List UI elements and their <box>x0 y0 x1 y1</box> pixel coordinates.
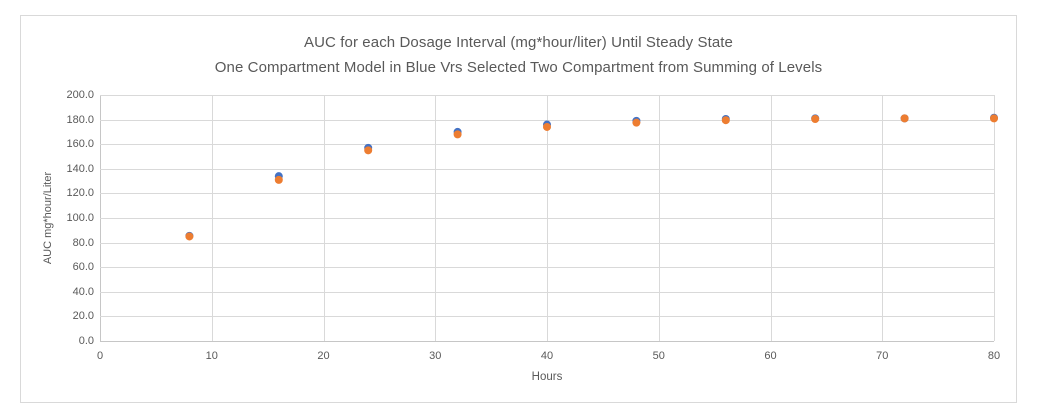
data-point-two-compartment-orange <box>453 130 462 139</box>
x-tick-label: 40 <box>540 350 554 362</box>
y-tick-label: 140.0 <box>66 162 94 175</box>
data-point-two-compartment-orange <box>364 146 373 155</box>
x-tick-label: 20 <box>317 350 330 362</box>
plot-area <box>100 95 998 342</box>
y-tick-label: 180.0 <box>66 113 94 126</box>
data-point-two-compartment-orange <box>811 114 820 123</box>
x-tick-label: 50 <box>652 350 665 362</box>
chart-title-line1: AUC for each Dosage Interval (mg*hour/li… <box>304 34 733 51</box>
y-tick-label: 0.0 <box>78 335 94 347</box>
y-tick-label: 100.0 <box>66 212 94 224</box>
chart-frame: AUC for each Dosage Interval (mg*hour/li… <box>20 15 1017 403</box>
data-point-two-compartment-orange <box>274 175 283 184</box>
data-point-two-compartment-orange <box>990 114 998 123</box>
x-tick-label: 60 <box>764 350 777 362</box>
y-tick-label: 160.0 <box>66 138 94 151</box>
x-axis-tick-labels: 0 10 20 30 40 50 60 70 80 <box>97 350 1000 364</box>
y-tick-label: 40.0 <box>72 285 94 298</box>
y-axis-tick-labels: 0.0 20.0 40.0 60.0 80.0 100.0 120.0 140.0 160.0 1… <box>21 89 94 347</box>
data-point-two-compartment-orange <box>721 116 730 125</box>
x-tick-label: 0 <box>96 350 104 362</box>
y-tick-label: 120.0 <box>66 187 94 200</box>
x-tick-label: 70 <box>876 350 889 362</box>
y-tick-label: 60.0 <box>72 261 94 274</box>
data-point-two-compartment-orange <box>543 122 551 131</box>
x-tick-label: 30 <box>429 350 442 362</box>
y-tick-label: 200.0 <box>66 89 94 101</box>
x-tick-label: 10 <box>205 350 218 362</box>
y-tick-label: 80.0 <box>72 236 94 249</box>
chart-title-line2: One Compartment Model in Blue Vrs Select… <box>214 59 823 76</box>
y-tick-label: 20.0 <box>72 310 94 323</box>
x-tick-label: 80 <box>987 350 1001 362</box>
chart-title: AUC for each Dosage Interval (mg*hour/li… <box>21 30 1016 80</box>
data-point-two-compartment-orange <box>632 118 641 127</box>
data-point-two-compartment-orange <box>900 114 909 123</box>
data-point-two-compartment-orange <box>185 232 194 241</box>
x-axis-title: Hours <box>531 371 563 383</box>
